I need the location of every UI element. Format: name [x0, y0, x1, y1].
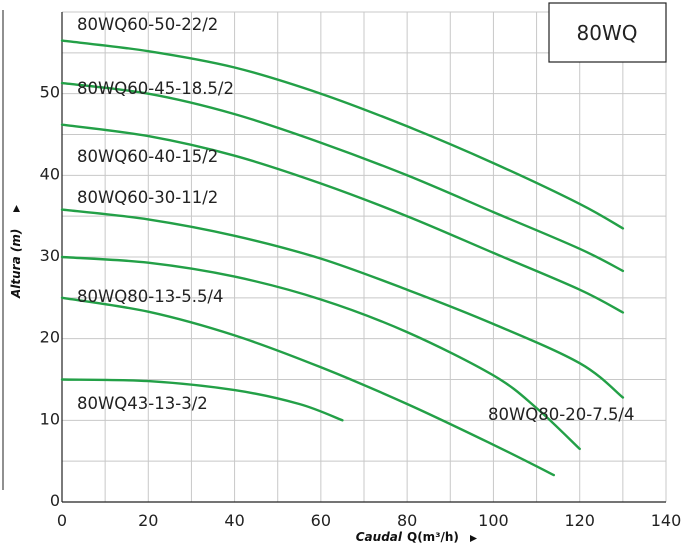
- x-tick-label: 100: [478, 511, 509, 530]
- model-box-frame: [548, 2, 667, 63]
- x-tick-label: 80: [397, 511, 417, 530]
- model-box: 80WQ: [548, 2, 667, 63]
- curve-80wq43-13-3-2: [60, 378, 344, 422]
- x-axis-unit: Q(m³/h): [407, 530, 459, 544]
- curve-label: 80WQ60-45-18.5/2: [77, 79, 234, 98]
- x-axis-title: Caudal Q(m³/h): [356, 530, 477, 544]
- y-tick-label: 50: [40, 83, 60, 102]
- curve-label: 80WQ60-40-15/2: [77, 147, 218, 166]
- curve-label: 80WQ80-20-7.5/4: [488, 405, 635, 424]
- x-tick-label: 40: [224, 511, 244, 530]
- x-tick-label: 0: [57, 511, 67, 530]
- curve-label: 80WQ43-13-3/2: [77, 394, 208, 413]
- y-axis-label: Altura (m): [9, 229, 23, 299]
- curves: [60, 39, 625, 477]
- y-tick-label: 40: [40, 164, 60, 183]
- curve-80wq60-50-22-2: [60, 39, 625, 230]
- curve-80wq80-13-5-5-4: [60, 296, 555, 477]
- curve-80wq60-30-11-2: [60, 208, 625, 399]
- y-tick-label: 20: [40, 328, 60, 347]
- y-tick-label: 0: [50, 491, 60, 510]
- x-tick-label: 60: [311, 511, 331, 530]
- curve-80wq80-20-7-5-4: [60, 255, 581, 451]
- x-tick-label: 140: [651, 511, 682, 530]
- chart-title: 80WQ: [577, 21, 638, 45]
- x-axis-label: Caudal: [356, 530, 403, 544]
- curve-label: 80WQ80-13-5.5/4: [77, 287, 224, 306]
- x-tick-label: 120: [564, 511, 595, 530]
- curve-80wq60-45-18-5-2: [60, 81, 625, 273]
- curve-label: 80WQ60-50-22/2: [77, 15, 218, 34]
- y-tick-label: 10: [40, 409, 60, 428]
- y-axis-title: Altura (m): [9, 205, 23, 299]
- x-axis-arrow-icon: [470, 535, 477, 542]
- curve-80wq60-40-15-2: [60, 123, 625, 314]
- curve-labels: 80WQ60-50-22/2 80WQ60-45-18.5/2 80WQ60-40-…: [77, 15, 635, 424]
- curve-label: 80WQ60-30-11/2: [77, 188, 218, 207]
- x-tick-label: 20: [138, 511, 158, 530]
- y-tick-label: 30: [40, 246, 60, 265]
- y-axis-arrow-icon: [13, 205, 20, 212]
- tick-labels: 0 20 40 60 80 100 120 140 0 10 20 30 40 50: [40, 83, 682, 530]
